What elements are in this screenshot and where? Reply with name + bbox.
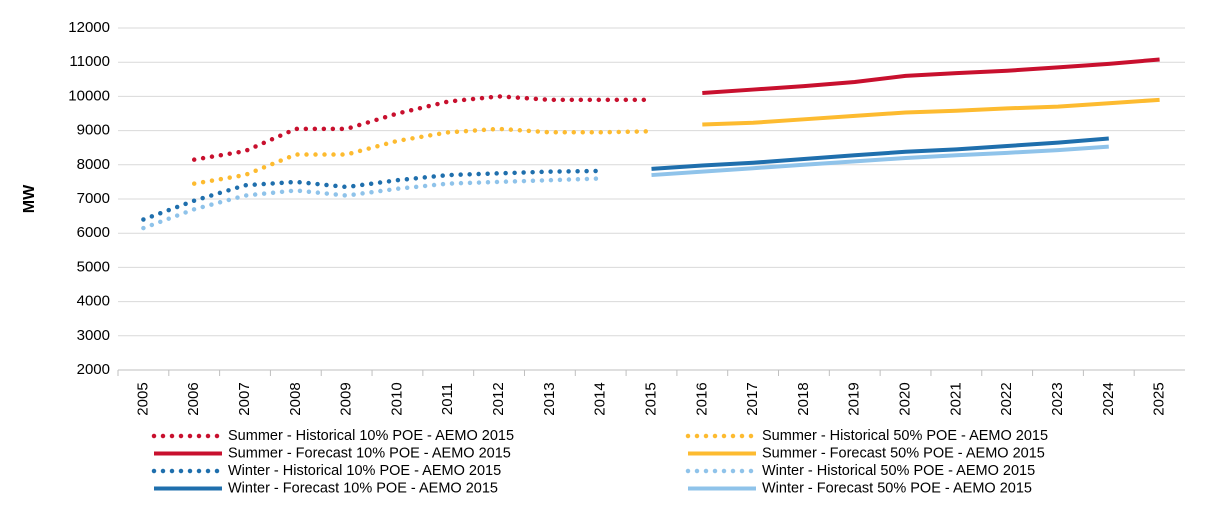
series-line xyxy=(651,136,1109,171)
y-tick-label: 11000 xyxy=(69,53,110,70)
series-line xyxy=(702,97,1160,127)
legend-label: Summer - Forecast 50% POE - AEMO 2015 xyxy=(762,445,1045,461)
x-tick-label: 2024 xyxy=(1100,382,1117,415)
y-tick-label: 2000 xyxy=(77,361,110,378)
legend-label: Winter - Historical 50% POE - AEMO 2015 xyxy=(762,463,1035,479)
x-tick-label: 2010 xyxy=(388,382,405,415)
x-tick-label: 2014 xyxy=(592,382,609,415)
y-tick-label: 10000 xyxy=(68,87,110,104)
legend-label: Summer - Forecast 10% POE - AEMO 2015 xyxy=(228,445,511,461)
series-line xyxy=(702,57,1160,95)
x-tick-label: 2016 xyxy=(693,382,710,415)
legend-label: Winter - Forecast 50% POE - AEMO 2015 xyxy=(762,480,1032,496)
x-tick-label: 2021 xyxy=(947,382,964,415)
y-axis-label: MW xyxy=(21,184,38,213)
series-line xyxy=(651,144,1109,178)
y-tick-label: 9000 xyxy=(77,122,110,139)
x-tick-label: 2015 xyxy=(642,382,659,415)
y-tick-label: 8000 xyxy=(77,156,110,173)
y-tick-label: 3000 xyxy=(77,327,110,344)
x-tick-label: 2005 xyxy=(134,382,151,415)
series-line xyxy=(191,94,654,162)
y-tick-label: 7000 xyxy=(77,190,110,207)
x-tick-label: 2008 xyxy=(287,382,304,415)
x-tick-label: 2009 xyxy=(338,382,355,415)
x-tick-label: 2007 xyxy=(236,382,253,415)
series-line xyxy=(141,168,603,222)
y-tick-label: 4000 xyxy=(77,293,110,310)
x-tick-label: 2018 xyxy=(795,382,812,415)
series-line xyxy=(141,176,603,231)
x-tick-label: 2013 xyxy=(541,382,558,415)
x-tick-label: 2012 xyxy=(490,382,507,415)
x-tick-label: 2022 xyxy=(998,382,1015,415)
x-tick-label: 2019 xyxy=(846,382,863,415)
x-tick-label: 2017 xyxy=(744,382,761,415)
legend-label: Winter - Historical 10% POE - AEMO 2015 xyxy=(228,463,501,479)
x-tick-label: 2006 xyxy=(185,382,202,415)
legend-label: Summer - Historical 50% POE - AEMO 2015 xyxy=(762,428,1048,444)
y-tick-label: 5000 xyxy=(77,258,110,275)
x-tick-label: 2020 xyxy=(897,382,914,415)
legend-label: Winter - Forecast 10% POE - AEMO 2015 xyxy=(228,480,498,496)
y-tick-label: 12000 xyxy=(68,19,110,36)
legend-label: Summer - Historical 10% POE - AEMO 2015 xyxy=(228,428,514,444)
x-tick-label: 2011 xyxy=(439,383,456,415)
x-tick-label: 2025 xyxy=(1151,382,1168,415)
series-line xyxy=(191,126,654,186)
x-tick-label: 2023 xyxy=(1049,382,1066,415)
y-tick-label: 6000 xyxy=(77,224,110,241)
